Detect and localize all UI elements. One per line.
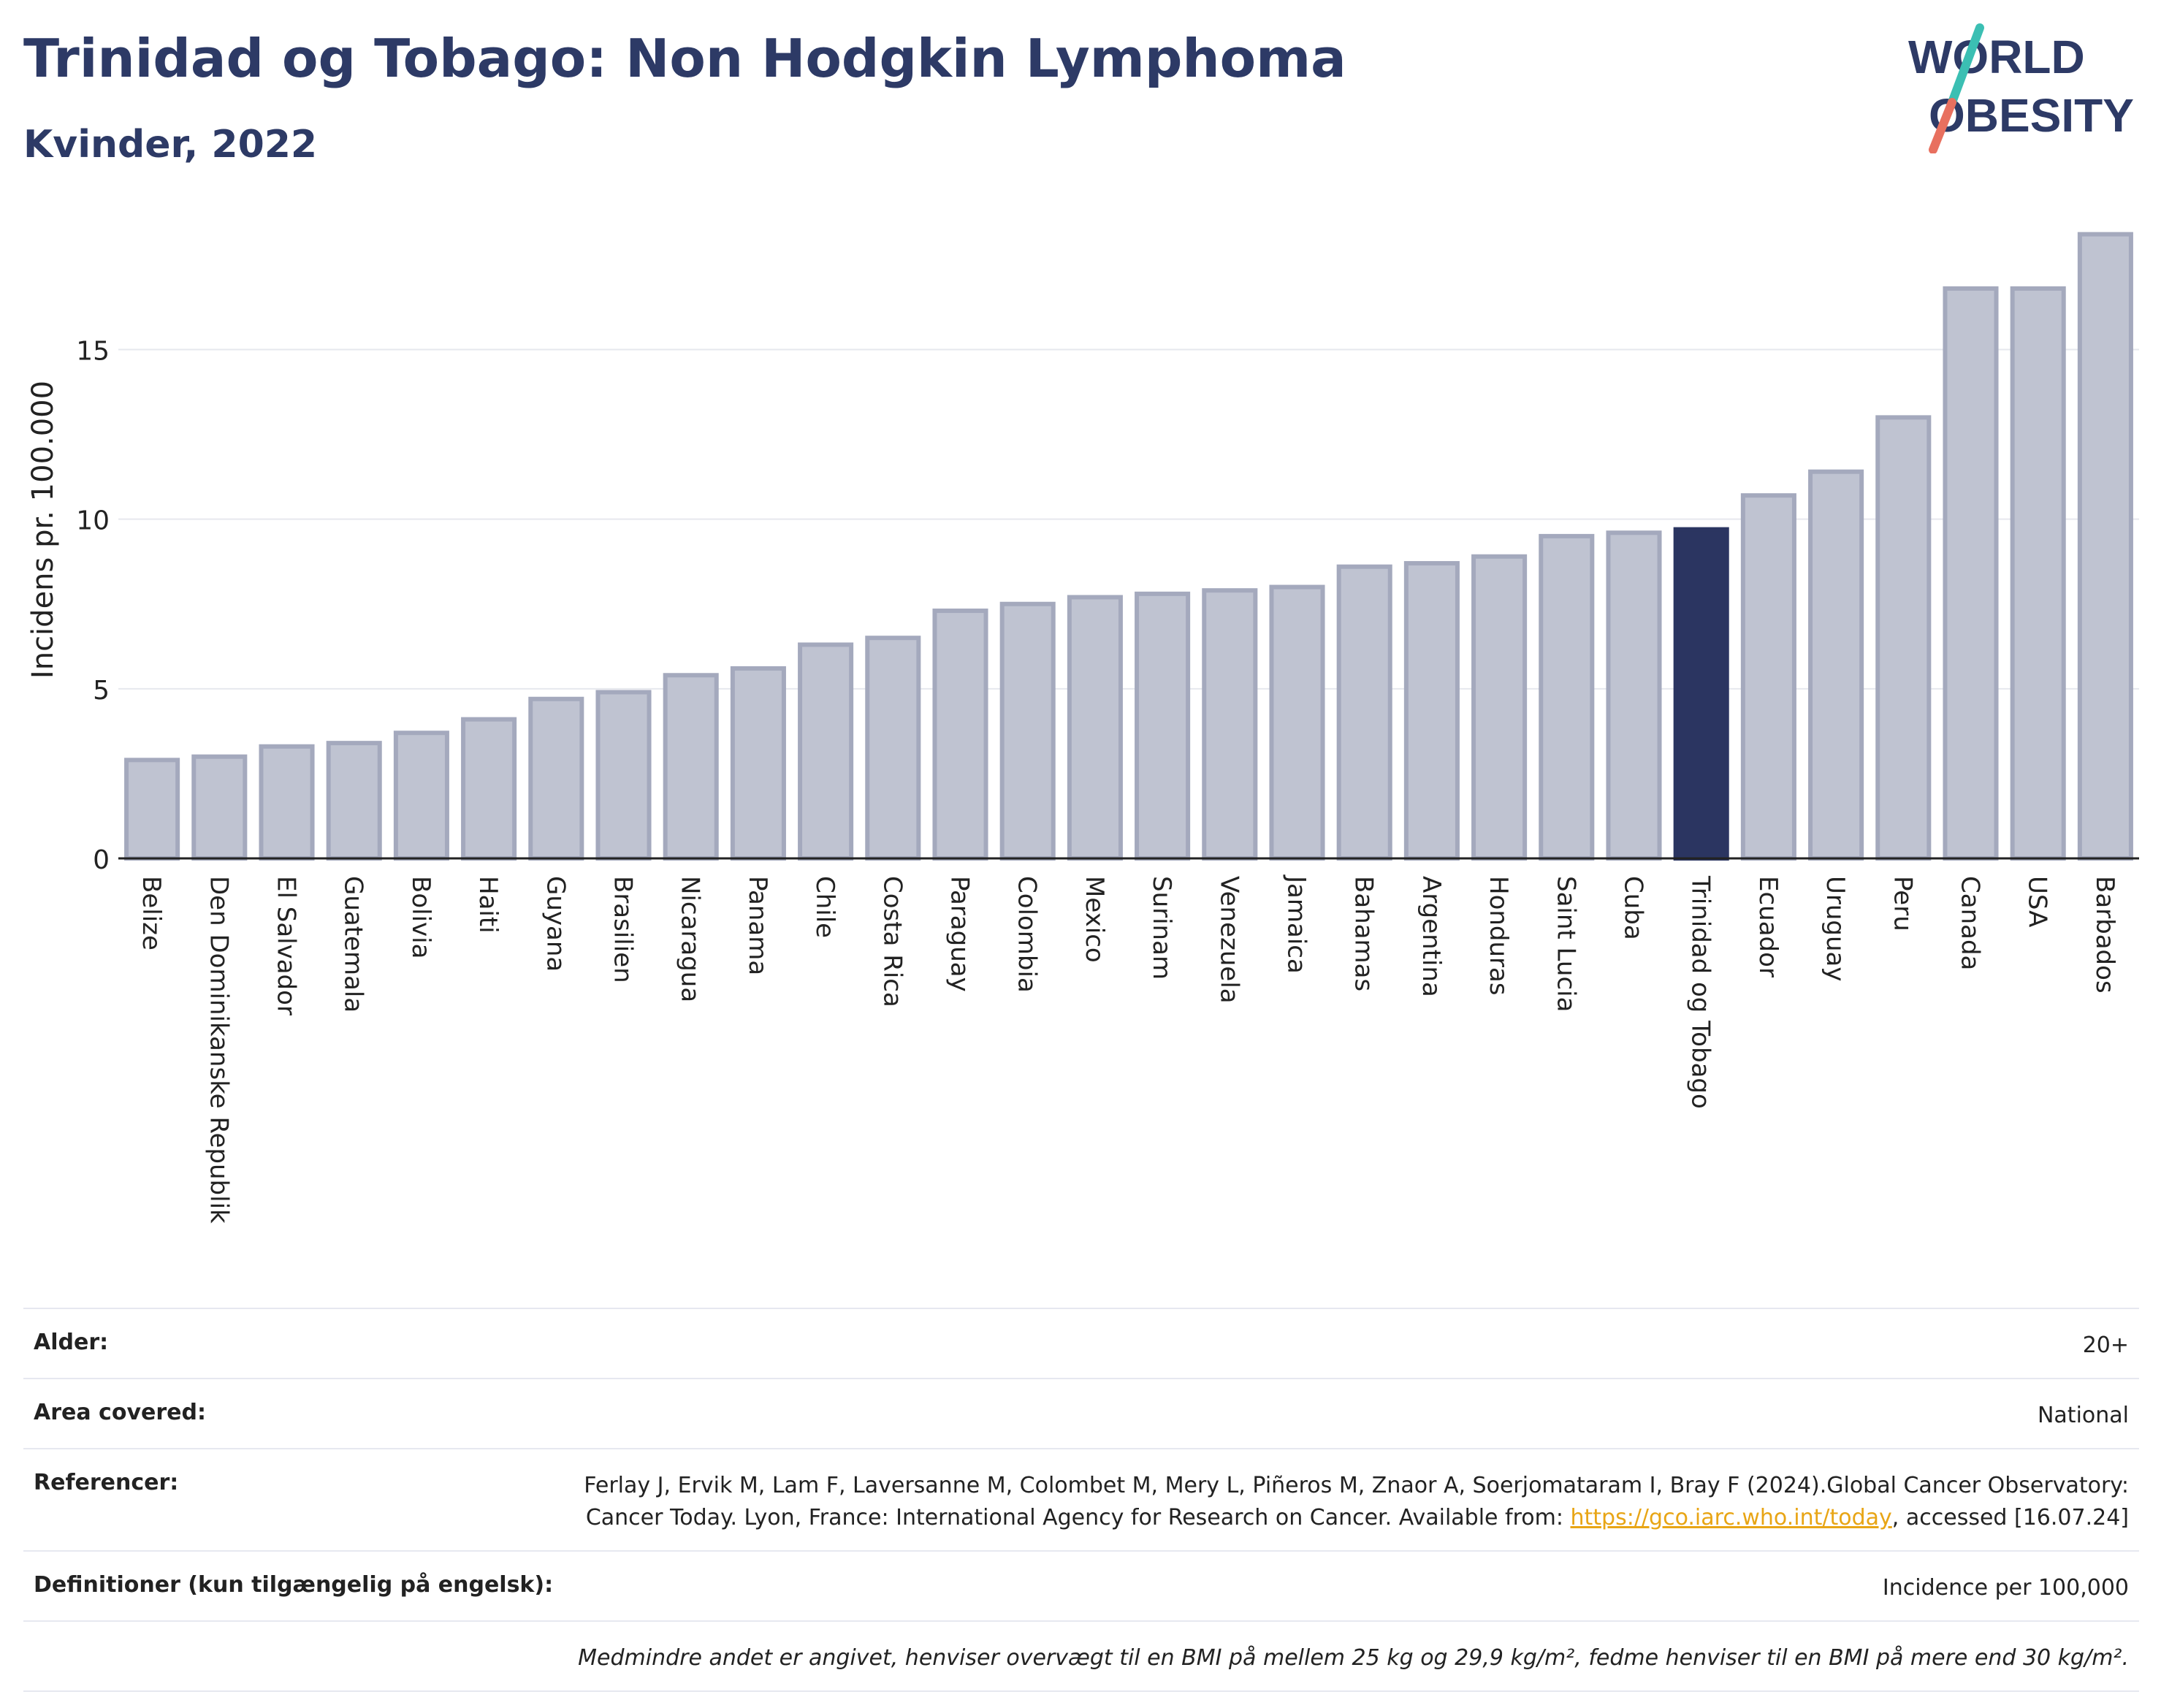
bar (1606, 530, 1662, 861)
x-tick-label: Panama (743, 876, 772, 975)
y-tick-label: 0 (93, 845, 110, 875)
bar (2010, 286, 2066, 861)
y-tick-label: 15 (76, 337, 110, 367)
x-tick-label: Jamaica (1282, 874, 1311, 974)
bar (1403, 561, 1460, 861)
x-tick-label: Uruguay (1821, 876, 1850, 982)
bar (461, 717, 517, 861)
x-tick-label: Cuba (1619, 876, 1648, 940)
bar (1539, 533, 1595, 861)
area-label: Area covered: (34, 1400, 206, 1425)
bar (999, 601, 1056, 861)
definitions-label: Definitioner (kun tilgængelig på engelsk… (34, 1572, 554, 1598)
bar (528, 696, 584, 861)
bar (326, 741, 382, 861)
age-label: Alder: (34, 1330, 109, 1355)
bar (663, 673, 719, 861)
bar (1673, 527, 1729, 861)
age-value: 20+ (2082, 1333, 2129, 1358)
x-tick-label: Guatemala (339, 876, 368, 1013)
chart-subtitle: Kvinder, 2022 (23, 123, 318, 167)
x-tick-label: Venezuela (1214, 876, 1243, 1004)
x-tick-label: Brasilien (609, 876, 638, 983)
x-tick-label: Canada (1956, 876, 1985, 970)
x-tick-label: Saint Lucia (1551, 876, 1580, 1012)
info-row-note: Medmindre andet er angivet, henviser ove… (23, 1620, 2139, 1692)
area-value: National (2037, 1403, 2129, 1428)
x-tick-label: Peru (1888, 876, 1917, 931)
bar-chart: 0 5 10 15 Belize Den Dominikanske Republik El … (26, 232, 2139, 1224)
svg-text:OBESITY: OBESITY (1929, 89, 2134, 142)
definitions-value: Incidence per 100,000 (1882, 1575, 2129, 1601)
x-tick-label: Honduras (1484, 876, 1513, 996)
info-table: Alder: 20+ Area covered: National Refere… (23, 1308, 2139, 1692)
svg-text:WORLD: WORLD (1908, 31, 2085, 83)
reference-link[interactable]: https://gco.iarc.who.int/today (1570, 1505, 1892, 1530)
x-tick-label: Bolivia (406, 876, 435, 958)
info-row-age: Alder: 20+ (23, 1308, 2139, 1378)
bar (1269, 584, 1325, 861)
bar (393, 731, 449, 861)
chart-title: Trinidad og Tobago: Non Hodgkin Lymphoma (23, 28, 1346, 89)
bar (1740, 493, 1796, 861)
x-tick-label: Bahamas (1349, 876, 1379, 991)
bar (865, 636, 921, 861)
references-value: Ferlay J, Ervik M, Lam F, Laversanne M, … (584, 1473, 2129, 1530)
x-tick-label: Chile (810, 876, 839, 938)
x-tick-label: Costa Rica (877, 876, 907, 1007)
bar (798, 642, 854, 861)
x-tick-label: Argentina (1417, 876, 1446, 997)
x-tick-label: USA (2023, 876, 2052, 927)
x-tick-label: El Salvador (272, 876, 301, 1015)
bar (191, 754, 248, 861)
bar (730, 666, 786, 861)
info-row-area: Area covered: National (23, 1378, 2139, 1448)
x-tick-label: Belize (137, 876, 166, 950)
x-tick-label: Den Dominikanske Republik (204, 876, 233, 1224)
info-row-definitions: Definitioner (kun tilgængelig på engelsk… (23, 1550, 2139, 1620)
x-tick-label: Colombia (1013, 876, 1042, 993)
bar (1202, 588, 1258, 861)
info-row-references: Referencer: Ferlay J, Ervik M, Lam F, La… (23, 1448, 2139, 1550)
y-axis-label: Incidens pr. 100.000 (26, 381, 60, 679)
bar (259, 744, 315, 861)
x-tick-label: Nicaragua (676, 876, 705, 1002)
bar (1808, 469, 1864, 861)
x-tick-label: Haiti (473, 876, 503, 934)
bar (1336, 564, 1392, 861)
x-tick-label: Trinidad og Tobago (1686, 875, 1715, 1109)
bar (1471, 554, 1528, 861)
bar (1943, 286, 1999, 861)
x-tick-label: Barbados (2090, 876, 2119, 994)
y-tick-label: 10 (76, 506, 110, 536)
bar (1067, 595, 1123, 861)
bmi-note: Medmindre andet er angivet, henviser ove… (578, 1645, 2129, 1671)
bar (595, 690, 652, 861)
bar (932, 609, 988, 861)
x-tick-label: Ecuador (1753, 876, 1783, 977)
x-tick-label: Mexico (1080, 876, 1109, 963)
bar (124, 758, 180, 861)
x-tick-label: Guyana (541, 876, 570, 972)
references-label: Referencer: (34, 1470, 179, 1495)
bar (1875, 415, 1932, 861)
bar (2077, 232, 2133, 861)
y-tick-label: 5 (93, 676, 110, 706)
world-obesity-logo: WORLD OBESITY (1908, 23, 2134, 153)
bar (1135, 591, 1191, 861)
x-tick-label: Paraguay (945, 876, 975, 992)
x-tick-label: Surinam (1147, 876, 1176, 980)
